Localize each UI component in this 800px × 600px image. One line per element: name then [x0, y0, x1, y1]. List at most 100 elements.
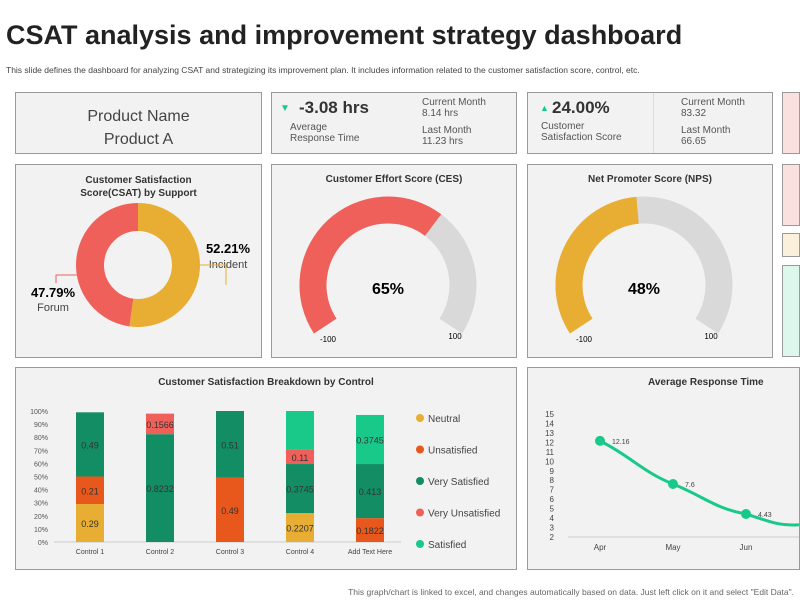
gauge-max-label: 100: [704, 332, 718, 341]
data-point: [741, 509, 751, 520]
kpi-value: 24.00%: [552, 98, 610, 117]
bar-segment: [286, 464, 314, 514]
slice-name-label: Incident: [209, 259, 248, 271]
y-tick-label: 13: [545, 429, 554, 438]
kpi-card-cut: [782, 92, 800, 154]
current-month-label: Current Month: [422, 97, 486, 108]
x-tick-label: Apr: [594, 543, 607, 552]
donut-slice: [76, 203, 139, 327]
bar-segment: [216, 411, 244, 478]
side-card-cut: [782, 265, 800, 357]
down-arrow-icon: ▼: [280, 103, 290, 114]
bar-value-label: 0.49: [81, 440, 99, 450]
y-tick-label: 50%: [34, 475, 48, 482]
gauge-min-label: -100: [320, 335, 337, 344]
bar-value-label: 0.11: [292, 453, 309, 463]
bar-value-label: 0.1822: [356, 526, 384, 536]
series-line: [599, 439, 799, 527]
bar-value-label: 0.3745: [356, 435, 384, 445]
x-tick-label: Control 2: [146, 549, 175, 556]
bar-segment: [286, 449, 314, 465]
gauge-min-label: -100: [576, 335, 593, 344]
y-tick-label: 90%: [34, 422, 48, 429]
last-month-label: Last Month: [681, 125, 731, 136]
bar-value-label: 0.1566: [146, 420, 174, 430]
x-tick-label: May: [665, 543, 680, 552]
y-tick-label: 30%: [34, 501, 48, 508]
gauge-fill: [555, 196, 640, 334]
nps-gauge: 48% -100 100: [555, 196, 733, 344]
bar-segment: [76, 412, 104, 477]
slice-value-label: 47.79%: [31, 285, 76, 300]
gauge-max-label: 100: [448, 332, 462, 341]
y-tick-label: 4: [550, 514, 555, 523]
nps-panel: Net Promoter Score (NPS) 48% -100 100: [527, 164, 773, 358]
data-point: [668, 479, 678, 490]
page-title: CSAT analysis and improvement strategy d…: [6, 20, 683, 50]
side-card-cut: [782, 233, 800, 257]
x-tick-label: Control 4: [286, 549, 315, 556]
y-tick-label: 5: [550, 505, 555, 514]
y-tick-label: 7: [550, 486, 555, 495]
y-tick-label: 12: [545, 438, 554, 447]
y-tick-label: 14: [545, 419, 554, 428]
y-tick-label: 3: [550, 524, 555, 533]
current-month-label: Current Month: [681, 97, 745, 108]
chart-title: Customer Satisfaction Score(CSAT) by Sup…: [80, 175, 197, 199]
donut-slice: [129, 203, 200, 327]
product-label: Product Name: [87, 108, 190, 125]
ces-gauge: 65% -100 100: [299, 196, 477, 344]
y-tick-label: 9: [550, 467, 555, 476]
bar-segment: [356, 414, 384, 465]
legend-label: Satisfied: [428, 540, 466, 551]
legend-marker: [416, 477, 424, 485]
data-label: 4.43: [758, 512, 772, 519]
bar-segment: [356, 518, 384, 542]
csat-donut-panel: Customer Satisfaction Score(CSAT) by Sup…: [15, 164, 262, 358]
csat-kpi: ▲ 24.00% Customer Satisfaction Score Curr…: [527, 92, 773, 154]
y-tick-label: 8: [550, 476, 555, 485]
x-tick-label: Add Text Here: [348, 549, 392, 556]
breakdown-panel: Customer Satisfaction Breakdown by Contr…: [15, 367, 517, 570]
chart-title: Net Promoter Score (NPS): [588, 174, 712, 185]
leader-line: [55, 274, 90, 283]
chart-title: Customer Effort Score (CES): [325, 174, 463, 185]
bar-segment: [76, 504, 104, 542]
legend-label: Very Satisfied: [428, 477, 489, 488]
bar-value-label: 0.413: [359, 487, 382, 497]
leader-line: [181, 264, 227, 285]
kpi-label: Response Time: [290, 133, 360, 144]
y-tick-label: 20%: [34, 514, 48, 521]
data-label: 12.16: [612, 439, 630, 446]
up-arrow-icon: ▲: [540, 103, 549, 113]
bar-value-label: 0.3745: [286, 485, 314, 495]
bar-value-label: 0.51: [221, 440, 239, 450]
legend-marker: [416, 508, 424, 517]
page-subtitle: This slide defines the dashboard for ana…: [6, 65, 640, 75]
response-time-kpi: ▼ -3.08 hrs Average Response Time Current…: [271, 92, 517, 154]
kpi-label: Average: [290, 122, 328, 133]
y-tick-label: 11: [546, 448, 555, 457]
chart-title: Customer Satisfaction Breakdown by Contr…: [158, 377, 374, 388]
last-month-value: 66.65: [681, 136, 707, 147]
bar-value-label: 0.29: [81, 519, 99, 529]
y-tick-label: 40%: [34, 488, 48, 495]
donut-chart: 52.21% Incident 47.79% Forum: [31, 203, 251, 327]
bar-segment: [146, 413, 174, 435]
slice-value-label: 52.21%: [206, 241, 251, 256]
bar-value-label: 0.2207: [286, 524, 314, 534]
y-tick-label: 10: [545, 457, 554, 466]
legend-label: Neutral: [428, 414, 460, 425]
current-month-value: 8.14 hrs: [422, 108, 459, 119]
bar-segment: [286, 411, 314, 450]
y-tick-label: 60%: [34, 461, 48, 468]
gauge-fill: [299, 196, 442, 334]
bar-value-label: 0.8232: [146, 484, 174, 494]
y-tick-label: 100%: [30, 409, 48, 416]
legend-marker: [416, 540, 424, 548]
kpi-value: -3.08 hrs: [299, 98, 369, 117]
last-month-label: Last Month: [422, 125, 472, 136]
kpi-label: Satisfaction Score: [541, 132, 622, 143]
response-time-panel: Average Response Time 2 3 4 5 6 7 8 9 10 11 12 13 14…: [527, 367, 800, 570]
